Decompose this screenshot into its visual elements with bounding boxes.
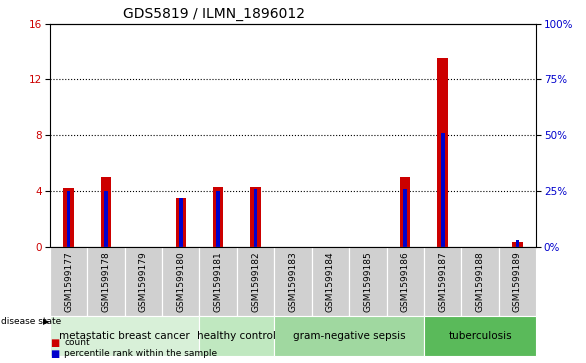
Text: GSM1599189: GSM1599189 [513, 251, 522, 312]
Text: GSM1599183: GSM1599183 [288, 251, 298, 312]
Text: GSM1599182: GSM1599182 [251, 251, 260, 312]
Text: GSM1599179: GSM1599179 [139, 251, 148, 312]
Bar [387, 247, 424, 316]
Bar [199, 247, 237, 316]
Text: GSM1599181: GSM1599181 [214, 251, 223, 312]
Bar [179, 197, 183, 247]
Text: ▶: ▶ [43, 317, 49, 326]
Bar [274, 316, 424, 356]
Bar [512, 242, 523, 247]
Bar [125, 247, 162, 316]
Bar [213, 187, 223, 247]
Bar [516, 240, 519, 247]
Bar [403, 189, 407, 247]
Bar [250, 187, 261, 247]
Text: GSM1599187: GSM1599187 [438, 251, 447, 312]
Text: ■: ■ [50, 338, 59, 348]
Bar [424, 247, 461, 316]
Bar [461, 247, 499, 316]
Bar [176, 198, 186, 247]
Bar [67, 191, 70, 247]
Text: count: count [64, 338, 90, 347]
Bar [400, 177, 410, 247]
Bar [349, 247, 387, 316]
Text: GSM1599185: GSM1599185 [363, 251, 372, 312]
Text: gram-negative sepsis: gram-negative sepsis [293, 331, 406, 341]
Text: ■: ■ [50, 348, 59, 359]
Bar [87, 247, 125, 316]
Text: GDS5819 / ILMN_1896012: GDS5819 / ILMN_1896012 [123, 7, 305, 21]
Text: GSM1599184: GSM1599184 [326, 251, 335, 312]
Bar [50, 247, 87, 316]
Bar [104, 191, 108, 247]
Bar [101, 177, 111, 247]
Bar [441, 133, 445, 247]
Text: GSM1599186: GSM1599186 [401, 251, 410, 312]
Text: tuberculosis: tuberculosis [448, 331, 512, 341]
Text: GSM1599180: GSM1599180 [176, 251, 185, 312]
Text: percentile rank within the sample: percentile rank within the sample [64, 349, 217, 358]
Text: GSM1599177: GSM1599177 [64, 251, 73, 312]
Text: disease state: disease state [1, 317, 61, 326]
Bar [63, 188, 74, 247]
Text: healthy control: healthy control [197, 331, 277, 341]
Text: GSM1599178: GSM1599178 [101, 251, 110, 312]
Text: GSM1599188: GSM1599188 [476, 251, 485, 312]
Bar [237, 247, 274, 316]
Bar [499, 247, 536, 316]
Bar [50, 316, 199, 356]
Bar [216, 191, 220, 247]
Bar [199, 316, 274, 356]
Bar [424, 316, 536, 356]
Bar [274, 247, 312, 316]
Bar [254, 189, 257, 247]
Bar [312, 247, 349, 316]
Bar [437, 58, 448, 247]
Bar [162, 247, 199, 316]
Text: metastatic breast cancer: metastatic breast cancer [59, 331, 190, 341]
